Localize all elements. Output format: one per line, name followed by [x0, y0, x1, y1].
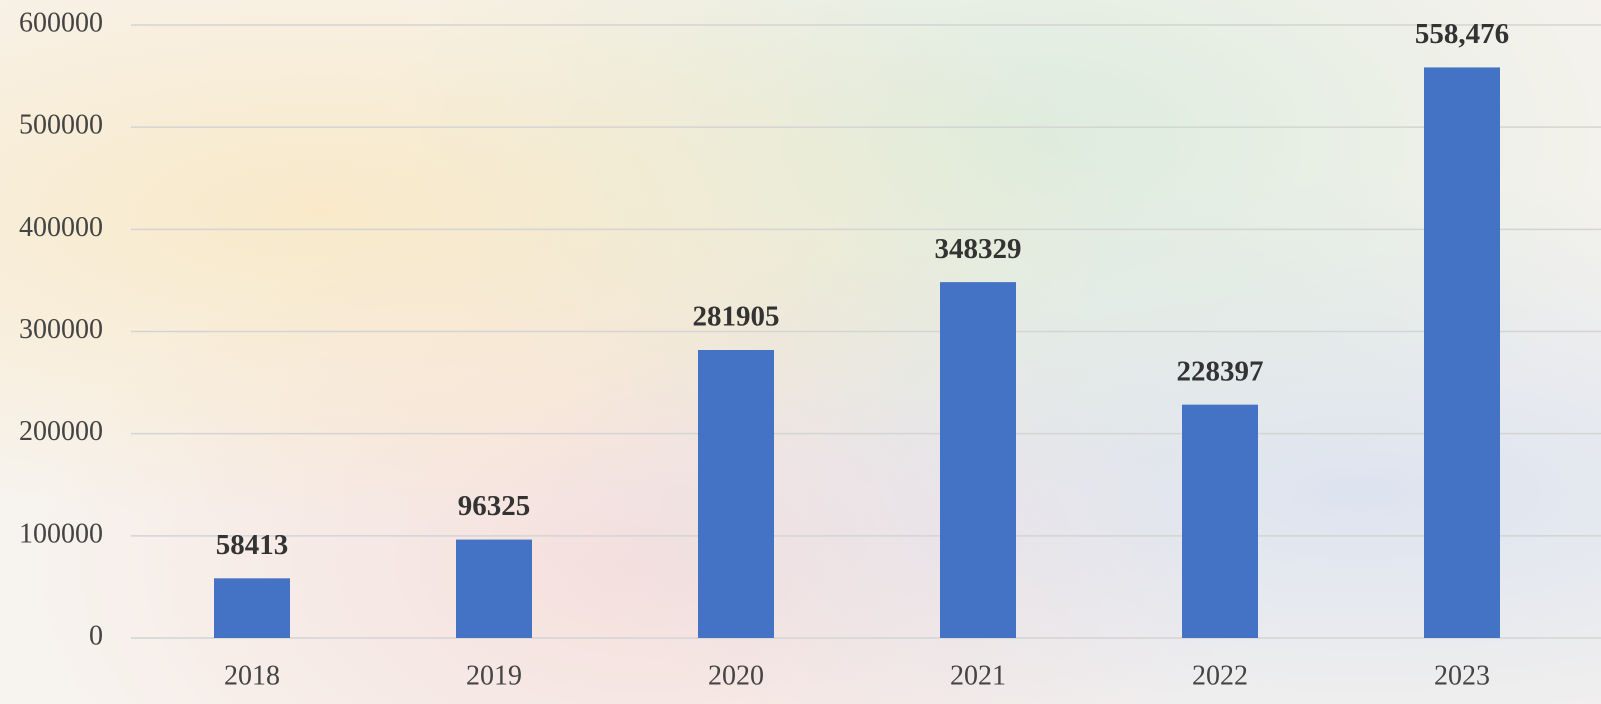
y-tick-label: 300000 [19, 314, 103, 345]
x-tick-label: 2018 [224, 660, 280, 691]
data-label: 348329 [935, 233, 1022, 265]
x-tick-label: 2022 [1192, 660, 1248, 691]
data-label: 281905 [693, 301, 780, 333]
x-tick-label: 2021 [950, 660, 1006, 691]
bar [940, 282, 1016, 638]
data-label: 58413 [216, 529, 289, 561]
data-label: 228397 [1177, 355, 1264, 387]
x-tick-label: 2023 [1434, 660, 1490, 691]
bar [456, 540, 532, 638]
bar [698, 350, 774, 638]
x-tick-label: 2019 [466, 660, 522, 691]
y-tick-label: 0 [89, 620, 103, 651]
bar [214, 578, 290, 638]
page: 0 100000 200000 300000 400000 500000 600000 201… [0, 0, 1601, 704]
data-label: 96325 [458, 490, 531, 522]
y-tick-label: 400000 [19, 212, 103, 243]
bar [1182, 405, 1258, 638]
data-label: 558,476 [1415, 18, 1509, 50]
y-tick-label: 500000 [19, 110, 103, 141]
y-tick-label: 600000 [19, 7, 103, 38]
bar [1424, 67, 1500, 638]
y-tick-label: 200000 [19, 416, 103, 447]
chart: 0 100000 200000 300000 400000 500000 600000 201… [0, 0, 1601, 704]
y-tick-label: 100000 [19, 518, 103, 549]
x-tick-label: 2020 [708, 660, 764, 691]
